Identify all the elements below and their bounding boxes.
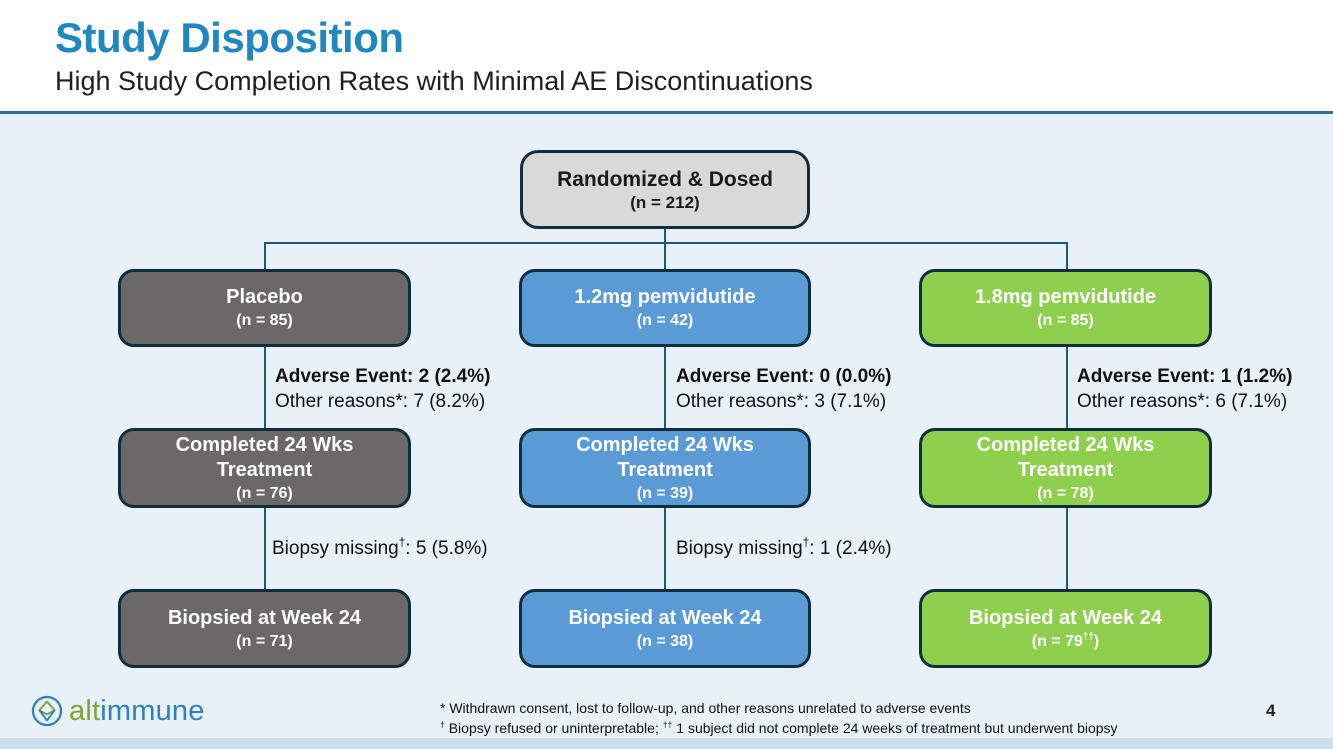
biopsied-n-close: ) <box>1093 632 1100 650</box>
dropout-note-placebo: Adverse Event: 2 (2.4%) Other reasons*: … <box>275 364 490 414</box>
connector-mid-row3 <box>664 507 666 590</box>
biopsy-missing-text: Biopsy missing <box>676 538 803 559</box>
footnote-daggers: † Biopsy refused or uninterpretable; †† … <box>440 718 1118 738</box>
altimmune-logo-icon <box>31 695 63 727</box>
adverse-event-text: Adverse Event: 2 (2.4%) <box>275 366 491 387</box>
connector-drop-right <box>1066 243 1068 270</box>
completed-box-n: (n = 78) <box>1037 484 1094 502</box>
biopsied-box-n: (n = 71) <box>236 632 293 650</box>
arm-box-n: (n = 85) <box>1037 312 1094 329</box>
dagger-superscript: † <box>398 536 406 550</box>
biopsied-box-placebo: Biopsied at Week 24 (n = 71) <box>118 589 411 668</box>
biopsied-box-1-2mg: Biopsied at Week 24 (n = 38) <box>519 589 811 668</box>
arm-box-placebo: Placebo (n = 85) <box>118 269 411 347</box>
root-box-title: Randomized & Dosed <box>557 167 773 191</box>
connector-left-row2 <box>264 346 266 429</box>
page-number: 4 <box>1266 701 1276 720</box>
dropout-note-1-2mg: Adverse Event: 0 (0.0%) Other reasons*: … <box>676 364 891 414</box>
footnote-double-dagger-text: 1 subject did not complete 24 weeks of t… <box>672 720 1118 736</box>
adverse-event-text: Adverse Event: 0 (0.0%) <box>676 366 892 387</box>
root-box-n: (n = 212) <box>630 192 700 212</box>
biopsied-box-title: Biopsied at Week 24 <box>167 606 362 629</box>
completed-box-line1: Completed 24 Wks <box>576 433 754 456</box>
dropout-note-1-8mg: Adverse Event: 1 (1.2%) Other reasons*: … <box>1077 364 1292 414</box>
adverse-event-text: Adverse Event: 1 (1.2%) <box>1077 366 1293 387</box>
completed-box-line2: Treatment <box>1017 458 1114 481</box>
double-dagger-superscript: †† <box>662 719 673 730</box>
dagger-superscript: † <box>802 536 810 550</box>
completed-box-1-2mg: Completed 24 Wks Treatment (n = 39) <box>519 428 811 508</box>
footnote-asterisk: * Withdrawn consent, lost to follow-up, … <box>440 700 971 716</box>
completed-box-placebo: Completed 24 Wks Treatment (n = 76) <box>118 428 411 508</box>
connector-right-row3 <box>1066 507 1068 590</box>
completed-box-line2: Treatment <box>617 458 713 481</box>
biopsy-missing-note-placebo: Biopsy missing†: 5 (5.8%) <box>272 536 488 561</box>
logo-immune-part: immune <box>100 694 205 727</box>
biopsied-box-1-8mg: Biopsied at Week 24 (n = 79††) <box>919 589 1212 668</box>
biopsied-n-text: (n = 79 <box>1031 632 1083 650</box>
completed-box-line2: Treatment <box>216 458 313 481</box>
connector-left-row3 <box>264 507 266 590</box>
connector-drop-mid <box>664 243 666 270</box>
connector-right-row2 <box>1066 346 1068 429</box>
completed-box-line1: Completed 24 Wks <box>976 433 1155 456</box>
double-dagger-superscript: †† <box>1082 631 1094 643</box>
biopsied-box-title: Biopsied at Week 24 <box>968 606 1163 629</box>
arm-box-title: 1.8mg pemvidutide <box>974 286 1157 308</box>
arm-box-1-2mg: 1.2mg pemvidutide (n = 42) <box>519 269 811 347</box>
other-reasons-text: Other reasons*: 7 (8.2%) <box>275 391 486 412</box>
biopsied-box-n: (n = 79††) <box>1032 631 1100 652</box>
completed-box-line1: Completed 24 Wks <box>175 433 354 456</box>
altimmune-logo: altimmune <box>30 694 205 728</box>
connector-mid-row2 <box>664 346 666 429</box>
altimmune-logo-text: altimmune <box>69 695 205 728</box>
dagger-superscript: † <box>440 719 445 730</box>
root-box-randomized: Randomized & Dosed (n = 212) <box>520 150 810 229</box>
page-subtitle: High Study Completion Rates with Minimal… <box>55 66 813 96</box>
arm-box-title: Placebo <box>226 286 303 308</box>
other-reasons-text: Other reasons*: 6 (7.1%) <box>1077 391 1288 412</box>
page-title: Study Disposition <box>55 14 404 61</box>
connector-root-stem <box>664 229 666 243</box>
biopsy-missing-value: : 5 (5.8%) <box>405 538 488 559</box>
biopsied-box-title: Biopsied at Week 24 <box>568 606 762 629</box>
completed-box-n: (n = 76) <box>236 484 293 502</box>
header-divider <box>0 111 1333 114</box>
biopsy-missing-value: : 1 (2.4%) <box>809 538 892 559</box>
connector-drop-left <box>264 243 266 270</box>
arm-box-n: (n = 85) <box>236 312 293 329</box>
arm-box-title: 1.2mg pemvidutide <box>574 286 756 308</box>
footnote-dagger-text: Biopsy refused or uninterpretable; <box>444 720 663 736</box>
other-reasons-text: Other reasons*: 3 (7.1%) <box>676 391 887 412</box>
bottom-strip <box>0 738 1333 749</box>
biopsy-missing-text: Biopsy missing <box>272 538 399 559</box>
footnotes: * Withdrawn consent, lost to follow-up, … <box>440 698 1118 738</box>
logo-alt-part: alt <box>69 694 101 727</box>
arm-box-1-8mg: 1.8mg pemvidutide (n = 85) <box>919 269 1212 347</box>
connector-horizontal-bar <box>264 242 1068 244</box>
completed-box-1-8mg: Completed 24 Wks Treatment (n = 78) <box>919 428 1212 508</box>
biopsied-box-n: (n = 38) <box>636 632 694 650</box>
biopsy-missing-note-1-2mg: Biopsy missing†: 1 (2.4%) <box>676 536 892 561</box>
completed-box-n: (n = 39) <box>636 484 694 502</box>
arm-box-n: (n = 42) <box>636 312 694 329</box>
